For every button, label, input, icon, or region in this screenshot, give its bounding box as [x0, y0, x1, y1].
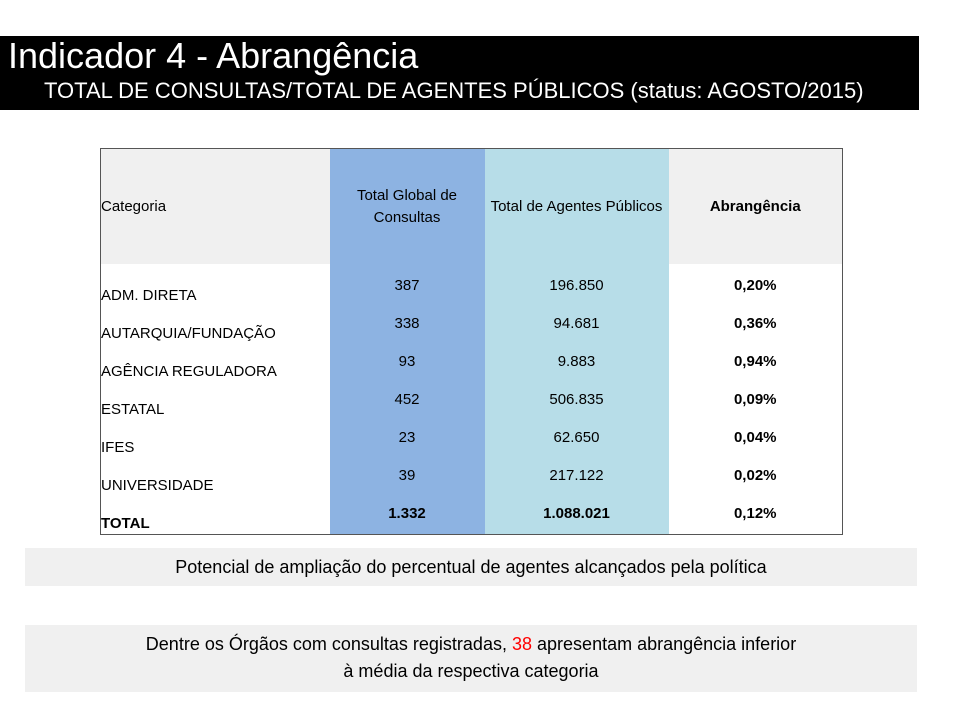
cell-consultas: 387 [329, 264, 485, 306]
table-row: IFES 23 62.650 0,04% [100, 420, 843, 458]
table-row: AUTARQUIA/FUNDAÇÃO 338 94.681 0,36% [100, 306, 843, 344]
cell-consultas: 23 [329, 420, 485, 458]
table-row: AGÊNCIA REGULADORA 93 9.883 0,94% [100, 344, 843, 382]
highlighted-count: 38 [511, 634, 533, 654]
cell-categoria: UNIVERSIDADE [100, 458, 330, 496]
table-total-row: TOTAL 1.332 1.088.021 0,12% [100, 496, 843, 535]
cell-abrangencia: 0,36% [668, 306, 843, 344]
cell-abrangencia: 0,94% [668, 344, 843, 382]
cell-categoria: AGÊNCIA REGULADORA [100, 344, 330, 382]
note-text-after: apresentam abrangência inferior [537, 634, 797, 654]
table-row: ESTATAL 452 506.835 0,09% [100, 382, 843, 420]
header-agentes: Total de Agentes Públicos [484, 148, 669, 264]
below-average-note: Dentre os Órgãos com consultas registrad… [25, 625, 917, 692]
title-banner: Indicador 4 - Abrangência TOTAL DE CONSU… [0, 36, 919, 110]
below-average-note-line1: Dentre os Órgãos com consultas registrad… [25, 631, 917, 658]
cell-consultas: 452 [329, 382, 485, 420]
cell-agentes: 9.883 [484, 344, 669, 382]
cell-categoria: ADM. DIRETA [100, 264, 330, 306]
table-header-row: Categoria Total Global de Consultas Tota… [100, 148, 843, 264]
cell-consultas: 338 [329, 306, 485, 344]
cell-agentes: 62.650 [484, 420, 669, 458]
header-abrangencia: Abrangência [668, 148, 843, 264]
potential-note: Potencial de ampliação do percentual de … [25, 548, 917, 586]
cell-agentes: 217.122 [484, 458, 669, 496]
cell-total-abrangencia: 0,12% [668, 496, 843, 535]
table-row: UNIVERSIDADE 39 217.122 0,02% [100, 458, 843, 496]
cell-total-label: TOTAL [100, 496, 330, 535]
cell-categoria: IFES [100, 420, 330, 458]
cell-consultas: 93 [329, 344, 485, 382]
cell-categoria: ESTATAL [100, 382, 330, 420]
cell-total-consultas: 1.332 [329, 496, 485, 535]
page-subtitle: TOTAL DE CONSULTAS/TOTAL DE AGENTES PÚBL… [44, 78, 864, 103]
cell-total-agentes: 1.088.021 [484, 496, 669, 535]
cell-abrangencia: 0,20% [668, 264, 843, 306]
cell-agentes: 196.850 [484, 264, 669, 306]
cell-categoria: AUTARQUIA/FUNDAÇÃO [100, 306, 330, 344]
cell-agentes: 94.681 [484, 306, 669, 344]
note-text-before: Dentre os Órgãos com consultas registrad… [145, 634, 507, 654]
abrangencia-table: Categoria Total Global de Consultas Tota… [100, 148, 843, 535]
header-consultas: Total Global de Consultas [329, 148, 485, 264]
header-categoria: Categoria [100, 148, 330, 264]
page-title: Indicador 4 - Abrangência [8, 35, 419, 76]
cell-abrangencia: 0,04% [668, 420, 843, 458]
below-average-note-line2: à média da respectiva categoria [343, 661, 599, 681]
cell-abrangencia: 0,09% [668, 382, 843, 420]
cell-agentes: 506.835 [484, 382, 669, 420]
cell-abrangencia: 0,02% [668, 458, 843, 496]
cell-consultas: 39 [329, 458, 485, 496]
table-row: ADM. DIRETA 387 196.850 0,20% [100, 264, 843, 306]
